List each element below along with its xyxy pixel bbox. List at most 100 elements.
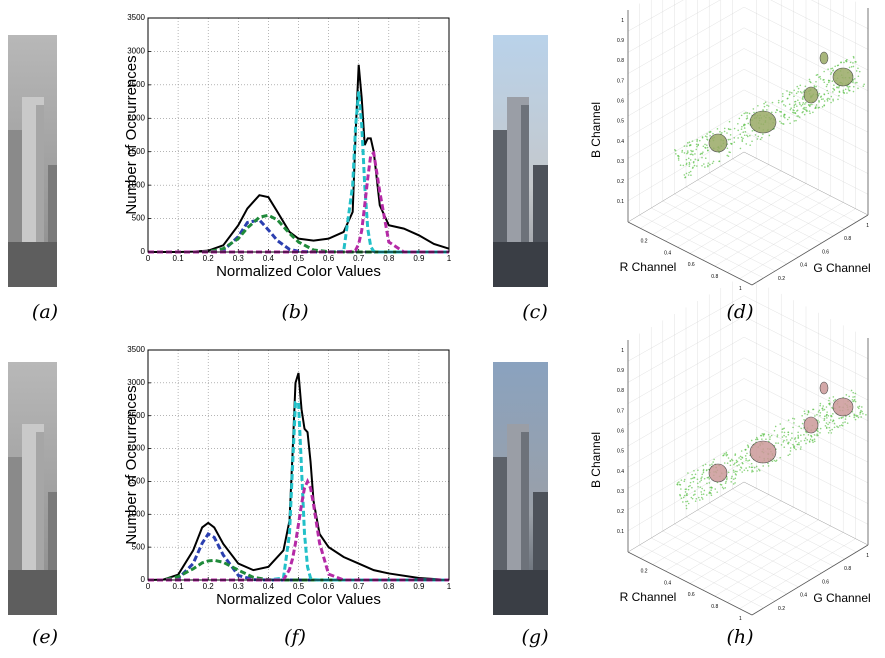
scatter-dot [692,160,695,163]
scatter-dot [733,463,735,466]
axis-3d [627,551,753,616]
scatter-dot [852,400,854,403]
scatter-dot [683,145,686,147]
scatter-dot [779,110,781,113]
scatter-dot [830,432,833,434]
axis-3d [743,151,869,216]
scatter-dot [685,158,688,161]
scatter-dot [684,176,687,178]
scatter-dot [819,412,822,414]
scatter-dot [733,471,735,473]
scatter-dot [828,399,830,402]
scatter-dot [690,153,693,155]
g-tick-label: 1 [866,553,869,559]
y-tick-label: 3000 [127,47,145,56]
x-tick-label: 0.5 [293,582,305,591]
scatter-dot [744,131,747,133]
scatter-dot [702,145,705,148]
axis-3d [751,544,869,616]
scatter-dot [688,165,691,167]
scatter-dot [822,409,824,411]
scatter-dot [800,104,803,107]
scatter-dot [780,115,782,117]
scatter-dot [852,396,854,398]
scatter-dot [859,411,862,414]
scatter-dot [793,445,795,447]
scatter-dot [799,103,801,106]
scatter-dot [770,111,773,114]
scatter-dot [852,391,855,394]
scatter-dot [863,83,865,86]
scatter-dot [694,158,697,161]
scatter-dot [802,91,805,93]
scatter-dot [831,420,834,423]
scatter-dot [850,389,853,392]
scatter-dot [740,128,743,130]
x-axis-label: Normalized Color Values [216,591,381,608]
x-tick-label: 0.3 [233,254,245,263]
scatter-dot [701,156,703,159]
scatter-dot [709,130,712,133]
y-tick-label: 0 [141,575,146,584]
grid-3d [714,525,831,597]
grid-3d [732,488,857,553]
scatter-dot [691,150,693,153]
scatter-dot [802,96,804,99]
scatter-dot [781,101,783,103]
scatter-dot [852,65,855,68]
scatter-dot [743,134,746,137]
scatter-dot [738,117,741,120]
panel-caption: (d) [727,301,754,323]
scatter-dot [803,108,806,111]
axis-3d [627,151,745,223]
scatter-dot [752,470,754,473]
scatter-dot [836,425,838,428]
scatter-dot [756,138,759,140]
scatter-dot [765,438,767,440]
b-tick-label: 0.8 [617,388,624,394]
b-tick-label: 0.1 [617,529,624,535]
scatter-dot [735,459,738,462]
scatter-dot [801,414,803,417]
scatter-dot [787,442,789,444]
scatter-dot [760,434,763,437]
scatter-dot [842,421,844,424]
scatter-dot [697,485,699,488]
scatter-dot [709,464,711,466]
g-tick-label: 0.4 [800,263,807,269]
scatter-dot [677,157,680,160]
scatter-dot [748,459,751,462]
scatter-dot [854,400,857,403]
scatter-dot [815,80,817,83]
scatter-dot [783,446,786,449]
scatter-dot [782,441,785,443]
scatter-dot [817,430,819,433]
scatter-dot [723,130,726,133]
scatter-dot [851,398,854,401]
scatter-dot [726,462,729,465]
scatter-dot [837,426,839,429]
scatter-dot [809,105,811,108]
scatter-dot [693,164,696,167]
scatter-dot [792,443,794,446]
scatter-dot [722,454,725,457]
scatter-dot [796,443,799,446]
scatter-dot [703,163,705,165]
b-tick-label: 0.3 [617,489,624,495]
scatter-dot [793,418,796,420]
scatter-dot [827,432,830,434]
scatter-dot [795,448,797,451]
y-tick-label: 500 [132,542,146,551]
scatter-dot [687,485,690,488]
scatter-dot [825,422,828,424]
scatter-dot [674,149,677,152]
scatter-dot [724,482,727,484]
r-axis-label: R Channel [620,260,677,274]
scatter-dot [800,427,802,430]
scatter-dot [840,61,842,64]
scatter-dot [688,171,690,174]
scatter-dot [807,410,810,412]
scatter-dot [744,112,747,114]
scatter-dot [797,115,800,117]
scatter-dot [723,462,726,464]
